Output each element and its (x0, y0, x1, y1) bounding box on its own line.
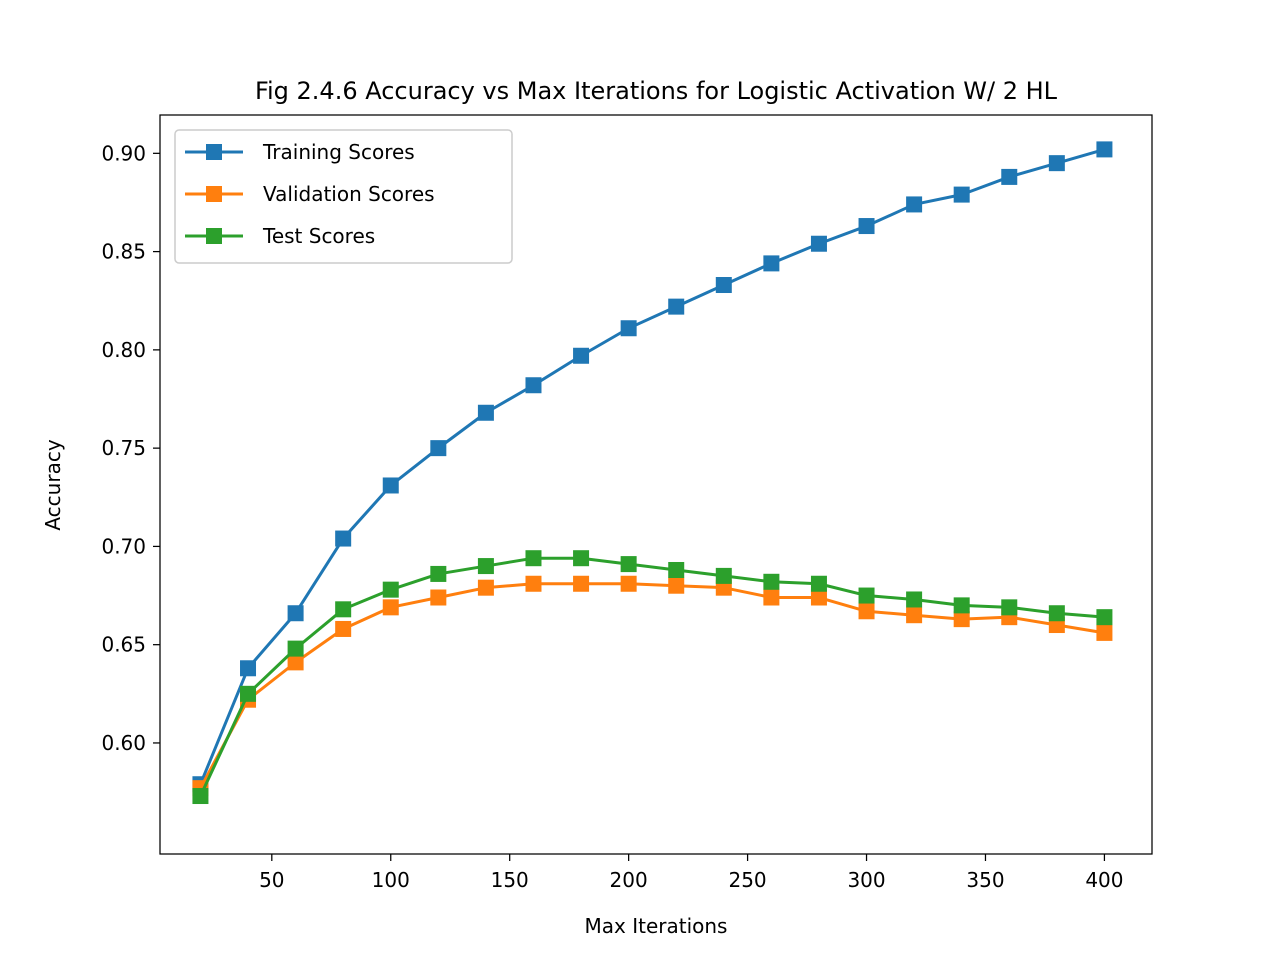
legend-marker (206, 186, 222, 202)
series-point (382, 477, 399, 494)
series-point (715, 277, 732, 294)
y-tick-label: 0.90 (101, 141, 146, 165)
plot-area (192, 141, 1113, 805)
series-point (335, 620, 352, 637)
legend-marker (206, 228, 222, 244)
series-point (335, 601, 352, 618)
series-point (858, 603, 875, 620)
series-point (858, 587, 875, 604)
series-point (810, 589, 827, 606)
series-point (763, 573, 780, 590)
y-tick-label: 0.85 (101, 240, 146, 264)
legend-box (174, 129, 513, 264)
legend: Training Scores Validation Scores Test Sco… (174, 129, 513, 264)
series-point (192, 788, 209, 805)
series-point (620, 575, 637, 592)
series-point (525, 377, 542, 394)
series-point (430, 565, 447, 582)
x-tick-label: 50 (259, 868, 284, 892)
series-point (763, 255, 780, 272)
series-point (906, 196, 923, 213)
series-point (620, 320, 637, 337)
series-point (953, 186, 970, 203)
series-point (287, 605, 304, 622)
series-point (477, 404, 494, 421)
series-point (620, 556, 637, 573)
series-point (906, 591, 923, 608)
x-tick-label: 100 (372, 868, 410, 892)
series-point (763, 589, 780, 606)
series-point (477, 579, 494, 596)
series-point (573, 347, 590, 364)
x-axis: 50 100 150 200 250 300 350 400 (259, 854, 1124, 892)
series-point (668, 561, 685, 578)
series-point (382, 599, 399, 616)
series-point (430, 589, 447, 606)
y-tick-label: 0.70 (101, 534, 146, 558)
series-point (287, 654, 304, 671)
series-point (1048, 605, 1065, 622)
series-point (668, 577, 685, 594)
series-point (668, 298, 685, 315)
plot-frame (159, 114, 1153, 855)
series-point (382, 581, 399, 598)
series-point (240, 685, 257, 702)
y-axis-label: Accuracy (41, 439, 65, 530)
legend-label: Test Scores (262, 224, 375, 248)
x-axis-label: Max Iterations (585, 914, 728, 938)
series-point (1096, 609, 1113, 626)
series-point (287, 640, 304, 657)
series-point (858, 218, 875, 235)
series-point (1096, 141, 1113, 158)
series-point (906, 607, 923, 624)
x-tick-label: 350 (966, 868, 1004, 892)
series-point (525, 550, 542, 567)
x-tick-label: 250 (728, 868, 766, 892)
y-tick-label: 0.60 (101, 731, 146, 755)
series-point (430, 440, 447, 457)
series-point (335, 530, 352, 547)
y-tick-label: 0.80 (101, 338, 146, 362)
legend-marker (206, 144, 222, 160)
legend-label: Validation Scores (263, 182, 435, 206)
series-point (1048, 155, 1065, 172)
legend-label: Training Scores (262, 140, 415, 164)
series-point (573, 575, 590, 592)
x-tick-label: 200 (610, 868, 648, 892)
series-point (1001, 599, 1018, 616)
x-tick-label: 400 (1085, 868, 1123, 892)
series-point (477, 558, 494, 575)
series-point (525, 575, 542, 592)
series-point (1096, 624, 1113, 641)
y-axis: 0.60 0.65 0.70 0.75 0.80 0.85 0.90 (101, 141, 160, 755)
series-point (1001, 168, 1018, 185)
y-tick-label: 0.75 (101, 436, 146, 460)
y-tick-label: 0.65 (101, 633, 146, 657)
x-tick-label: 150 (491, 868, 529, 892)
chart-title: Fig 2.4.6 Accuracy vs Max Iterations for… (255, 77, 1058, 105)
series-point (810, 235, 827, 252)
series-point (573, 550, 590, 567)
series-point (240, 660, 257, 677)
series-point (810, 575, 827, 592)
series-point (953, 611, 970, 628)
series-point (715, 567, 732, 584)
x-tick-label: 300 (847, 868, 885, 892)
series-point (953, 597, 970, 614)
